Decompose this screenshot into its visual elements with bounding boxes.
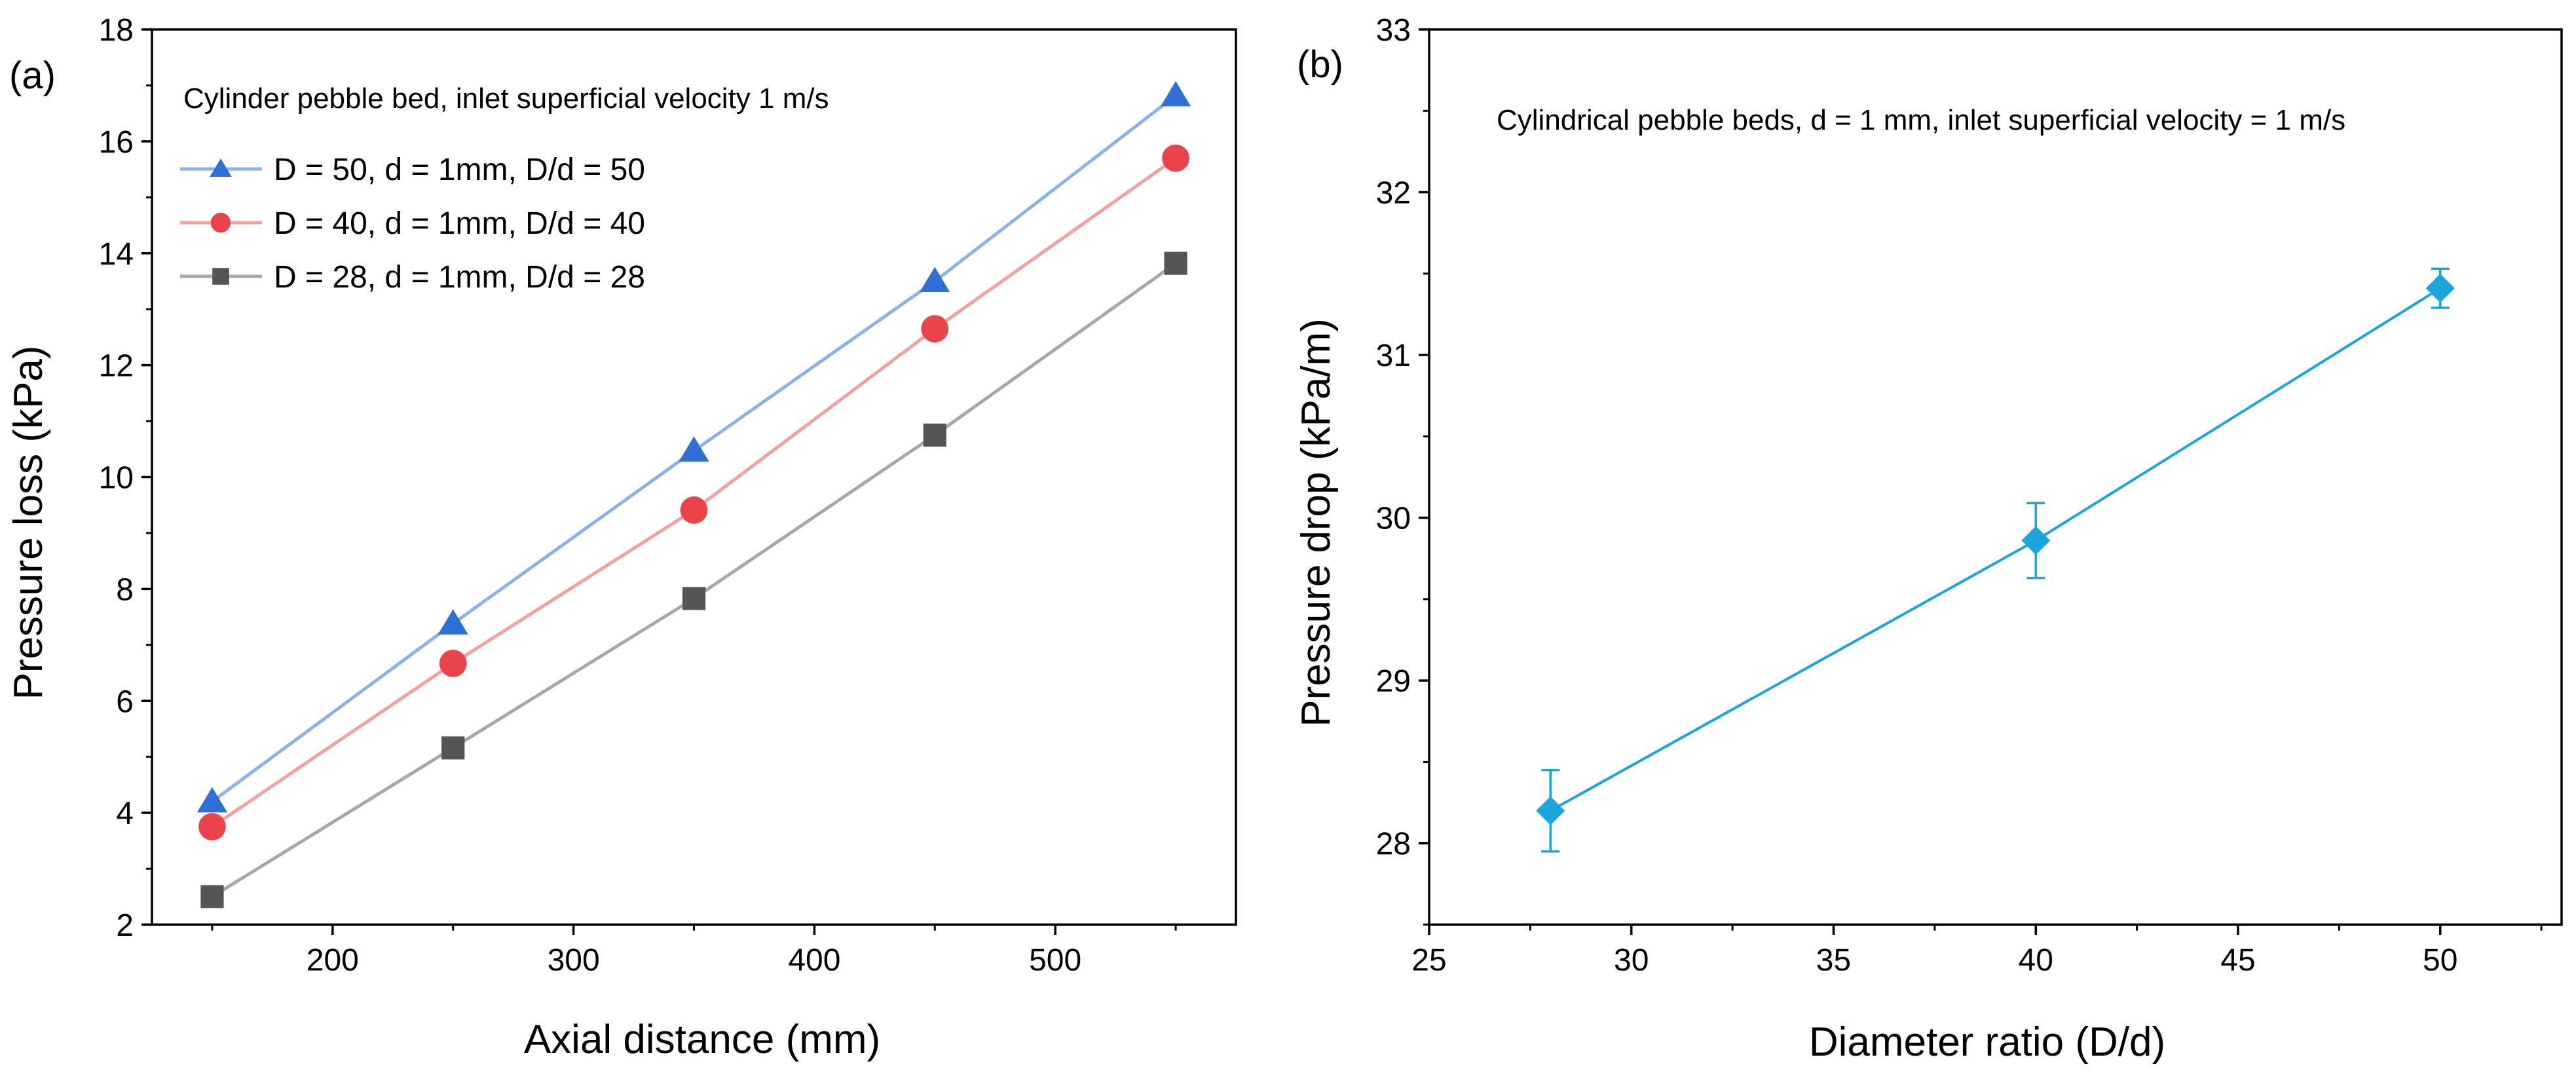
panel-a-y-tick-label: 4	[116, 796, 134, 831]
panel-a-legend: D = 50, d = 1mm, D/d = 50 D = 40, d = 1mm…	[180, 153, 645, 295]
panel-b-data-point	[2425, 274, 2455, 303]
panel-a-data-point	[439, 650, 467, 677]
panel-b-y-tick-label: 29	[1376, 664, 1411, 699]
panel-b-data-point	[1536, 796, 1565, 826]
panel-b-x-tick-label: 35	[1816, 943, 1851, 978]
panel-a-x-tick-label: 500	[1029, 943, 1081, 978]
panel-a-legend-label: D = 50, d = 1mm, D/d = 50	[274, 153, 645, 187]
panel-a-y-tick-label: 14	[99, 237, 134, 272]
panel-a-legend-marker	[210, 212, 231, 233]
panel-b-x-tick-label: 45	[2220, 943, 2255, 978]
panel-b-y-tick-label: 30	[1376, 502, 1411, 536]
panel-b-label: (b)	[1297, 43, 1343, 86]
panel-b-x-tick-label: 30	[1614, 943, 1649, 978]
panel-b: (b) Cylindrical pebble beds, d = 1 mm, i…	[1294, 13, 2563, 1065]
panel-a-data-point	[923, 423, 946, 447]
panel-a-data-point	[680, 496, 708, 524]
panel-b-plot-frame	[1428, 28, 2563, 926]
panel-a-y-tick-label: 6	[116, 684, 134, 719]
panel-a-x-axis-title: Axial distance (mm)	[524, 1017, 880, 1062]
panel-b-y-axis-title: Pressure drop (kPa/m)	[1294, 318, 1339, 727]
panel-a-series-line	[211, 157, 1177, 828]
panel-a-y-tick-label: 18	[99, 13, 134, 48]
panel-a-y-axis-title: Pressure loss (kPa)	[6, 346, 51, 700]
panel-a-data-point	[920, 267, 950, 292]
panel-a-data-point	[1160, 81, 1191, 107]
panel-b-x-tick-label: 25	[1411, 943, 1446, 978]
panel-b-annotation: Cylindrical pebble beds, d = 1 mm, inlet…	[1497, 104, 2345, 136]
panel-b-x-axis-title: Diameter ratio (D/d)	[1809, 1020, 2165, 1065]
panel-b-x-tick-label: 40	[2019, 943, 2053, 978]
panel-b-y-tick-label: 31	[1376, 339, 1411, 373]
panel-a-data-point	[682, 587, 706, 610]
panel-b-y-tick-label: 28	[1376, 827, 1411, 862]
panel-b-y-tick-label: 33	[1376, 13, 1411, 48]
panel-a-data-point	[1162, 144, 1189, 172]
panel-a-legend-marker	[210, 158, 232, 177]
panel-b-x-tick-label: 50	[2423, 943, 2457, 978]
panel-a-data-point	[1164, 251, 1187, 275]
panel-b-series-line	[1550, 287, 2441, 812]
panel-a-data-point	[679, 436, 709, 462]
panel-b-data-point	[2021, 526, 2051, 555]
panel-a-data-point	[196, 787, 228, 813]
panel-a: (a) Cylinder pebble bed, inlet superfici…	[6, 13, 1237, 1062]
panel-a-x-tick-label: 400	[788, 943, 840, 978]
panel-a-x-tick-label: 200	[307, 943, 359, 978]
panel-a-legend-marker	[212, 268, 229, 285]
panel-a-label: (a)	[9, 54, 56, 97]
panel-a-y-tick-label: 12	[99, 349, 134, 384]
panel-a-y-tick-label: 16	[99, 125, 134, 160]
panel-a-series-line	[211, 262, 1177, 898]
panel-a-legend-label: D = 28, d = 1mm, D/d = 28	[274, 260, 645, 295]
panel-a-data-point	[441, 736, 465, 760]
panel-a-annotation: Cylinder pebble bed, inlet superficial v…	[183, 83, 829, 115]
panel-a-data-point	[198, 813, 226, 841]
panel-a-data-point	[438, 609, 468, 635]
panel-a-y-tick-label: 2	[116, 908, 134, 943]
panel-b-y-tick-label: 32	[1376, 176, 1411, 211]
panel-a-legend-label: D = 40, d = 1mm, D/d = 40	[274, 206, 645, 241]
panel-a-data-point	[200, 885, 224, 908]
panel-a-y-tick-label: 8	[116, 572, 134, 607]
panel-a-y-tick-label: 10	[99, 461, 134, 496]
panel-a-data-point	[921, 315, 949, 342]
panel-a-x-tick-label: 300	[548, 943, 600, 978]
